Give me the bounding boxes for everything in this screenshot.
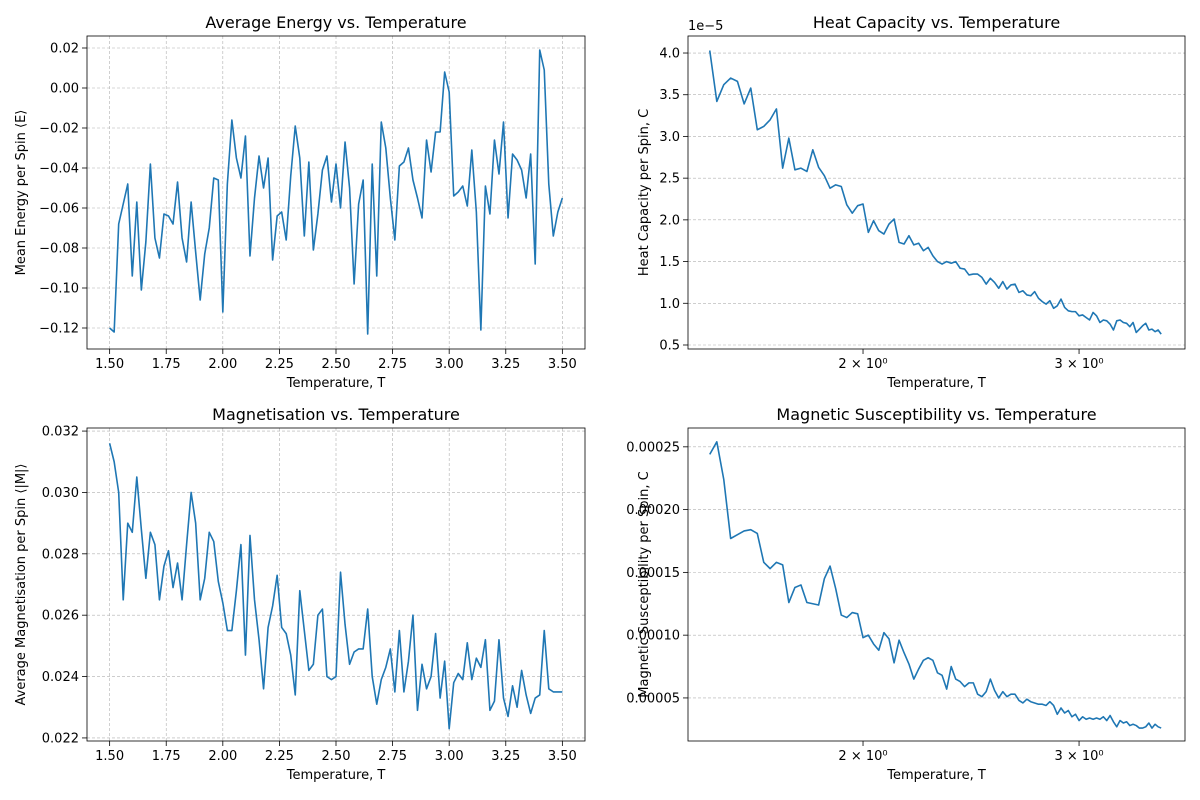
subplot: 2 × 10⁰ 3 × 10⁰ 0.5 1.0 1.5 2.0 2.5 3.0 3.5 4.0 He… [637, 13, 1186, 391]
x-tick-label: 2.75 [378, 749, 407, 764]
y-tick-label: 0.028 [42, 547, 79, 562]
x-tick-label: 3 × 10⁰ [1054, 357, 1103, 372]
axes-frame [86, 35, 586, 350]
data-line [709, 441, 1162, 729]
y-tick-label: −0.02 [39, 122, 79, 137]
y-tick-label: 0.00 [50, 82, 79, 97]
chart-title: Magnetic Susceptibility vs. Temperature [776, 405, 1096, 424]
axes-frame [687, 427, 1186, 742]
y-axis-label: Heat Capacity per Spin, C [637, 109, 652, 276]
y-tick-label: 0.00005 [626, 691, 680, 706]
x-tick-label: 2.50 [322, 749, 351, 764]
subplot: 1.50 1.75 2.00 2.25 2.50 2.75 3.00 3.25 3.50 0.02… [14, 405, 586, 783]
x-tick-label: 1.50 [95, 749, 124, 764]
y-tick-label: 0.00015 [626, 566, 680, 581]
y-tick-label: 3.5 [659, 88, 680, 103]
x-tick-label: 2.75 [378, 357, 407, 372]
x-axis-label: Temperature, T [886, 376, 986, 391]
y-offset-label: 1e−5 [688, 19, 723, 34]
x-tick-label: 2 × 10⁰ [838, 749, 887, 764]
x-tick-label: 3.00 [435, 357, 464, 372]
y-tick-label: 0.00020 [626, 503, 680, 518]
x-tick-label: 1.75 [152, 357, 181, 372]
y-tick-label: 0.030 [42, 486, 79, 501]
x-tick-label: 3.50 [548, 357, 577, 372]
x-tick-label: 2.25 [265, 357, 294, 372]
x-axis-label: Temperature, T [286, 768, 386, 783]
x-tick-label: 3.50 [548, 749, 577, 764]
y-tick-label: 2.5 [659, 172, 680, 187]
x-tick-label: 3 × 10⁰ [1054, 749, 1103, 764]
y-tick-label: 0.026 [42, 609, 79, 624]
chart-title: Magnetisation vs. Temperature [212, 405, 460, 424]
y-tick-label: −0.04 [39, 162, 79, 177]
subplot: 2 × 10⁰ 3 × 10⁰ 0.00005 0.00010 0.00015 0.000… [626, 405, 1186, 783]
y-tick-label: 1.5 [659, 255, 680, 270]
x-tick-label: 3.25 [491, 749, 520, 764]
chart-title: Heat Capacity vs. Temperature [813, 13, 1060, 32]
x-tick-label: 2.00 [208, 357, 237, 372]
x-tick-label: 2 × 10⁰ [838, 357, 887, 372]
axes-frame [86, 427, 586, 742]
axes-frame [687, 35, 1186, 350]
y-tick-label: 4.0 [659, 47, 680, 62]
y-axis-label: Magnetic Susceptibility per Spin, C [637, 471, 652, 697]
x-tick-label: 3.00 [435, 749, 464, 764]
subplot: 1.50 1.75 2.00 2.25 2.50 2.75 3.00 3.25 3.50 −0.1… [14, 13, 586, 391]
y-tick-label: 0.024 [42, 670, 79, 685]
y-tick-label: 2.0 [659, 213, 680, 228]
y-axis-label: Average Magnetisation per Spin ⟨|M|⟩ [14, 463, 29, 705]
y-tick-label: −0.06 [39, 202, 79, 217]
chart-title: Average Energy vs. Temperature [205, 13, 466, 32]
x-tick-label: 3.25 [491, 357, 520, 372]
x-tick-label: 1.50 [95, 357, 124, 372]
y-tick-label: −0.10 [39, 282, 79, 297]
y-tick-label: 3.0 [659, 130, 680, 145]
data-line [708, 50, 1162, 335]
y-tick-label: 1.0 [659, 297, 680, 312]
y-axis-label: Mean Energy per Spin ⟨E⟩ [14, 110, 29, 276]
y-tick-label: −0.08 [39, 242, 79, 257]
y-tick-label: −0.12 [39, 322, 79, 337]
data-line [108, 443, 563, 730]
x-axis-label: Temperature, T [286, 376, 386, 391]
x-axis-label: Temperature, T [886, 768, 986, 783]
y-tick-label: 0.022 [42, 731, 79, 746]
y-tick-label: 0.02 [50, 42, 79, 57]
x-tick-label: 2.00 [208, 749, 237, 764]
data-line [109, 49, 564, 335]
y-tick-label: 0.032 [42, 425, 79, 440]
y-tick-label: 0.00025 [626, 440, 680, 455]
y-tick-label: 0.00010 [626, 629, 680, 644]
x-tick-label: 1.75 [152, 749, 181, 764]
x-tick-label: 2.25 [265, 749, 294, 764]
y-tick-label: 0.5 [659, 338, 680, 353]
x-tick-label: 2.50 [322, 357, 351, 372]
